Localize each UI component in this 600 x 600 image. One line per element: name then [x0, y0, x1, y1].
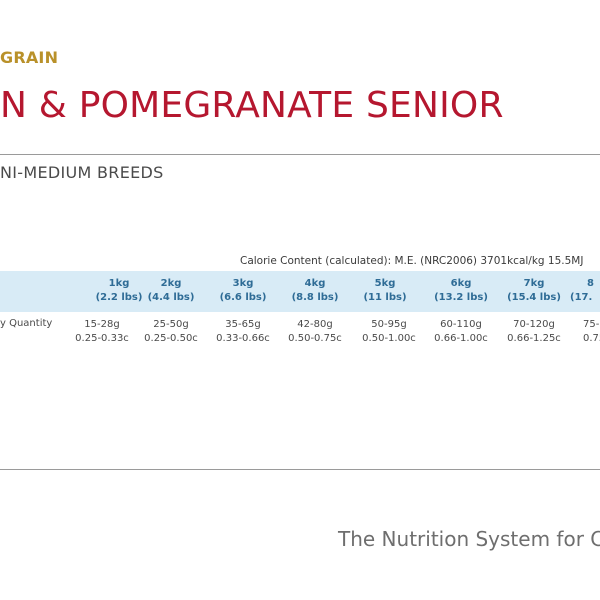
- quantity-cell: 50-95g 0.50-1.00c: [354, 318, 424, 346]
- quantity-cups: 0.33-0.66c: [216, 333, 270, 344]
- product-title: N & POMEGRANATE SENIOR: [0, 85, 504, 126]
- column-lbs: (11 lbs): [363, 292, 407, 303]
- column-weight: 3kg: [232, 278, 254, 289]
- column-weight: 8: [587, 278, 594, 289]
- column-weight: 2kg: [160, 278, 182, 289]
- quantity-grams: 75-: [583, 319, 600, 330]
- column-lbs: (6.6 lbs): [219, 292, 267, 303]
- quantity-cell: 42-80g 0.50-0.75c: [280, 318, 350, 346]
- column-weight: 1kg: [108, 278, 130, 289]
- column-header: 6kg (13.2 lbs): [426, 277, 496, 305]
- quantity-grams: 15-28g: [84, 319, 120, 330]
- quantity-cell: 70-120g 0.66-1.25c: [499, 318, 569, 346]
- column-header: 7kg (15.4 lbs): [499, 277, 569, 305]
- quantity-cell: 60-110g 0.66-1.00c: [426, 318, 496, 346]
- column-lbs: (8.8 lbs): [291, 292, 339, 303]
- quantity-grams: 42-80g: [297, 319, 333, 330]
- column-header: 5kg (11 lbs): [350, 277, 420, 305]
- quantity-cell: 15-28g 0.25-0.33c: [67, 318, 137, 346]
- quantity-cell: 75- 0.75: [583, 318, 600, 346]
- column-lbs: (13.2 lbs): [434, 292, 488, 303]
- column-lbs: (2.2 lbs): [95, 292, 143, 303]
- column-header: 2kg (4.4 lbs): [136, 277, 206, 305]
- calorie-content: Calorie Content (calculated): M.E. (NRC2…: [240, 255, 584, 267]
- footer-divider: [0, 469, 600, 470]
- column-header: 4kg (8.8 lbs): [280, 277, 350, 305]
- column-lbs: (4.4 lbs): [147, 292, 195, 303]
- column-weight: 4kg: [304, 278, 326, 289]
- quantity-cups: 0.66-1.00c: [434, 333, 488, 344]
- quantity-cups: 0.25-0.50c: [144, 333, 198, 344]
- quantity-cups: 0.75: [583, 333, 600, 344]
- quantity-cups: 0.50-1.00c: [362, 333, 416, 344]
- quantity-grams: 25-50g: [153, 319, 189, 330]
- column-header: 3kg (6.6 lbs): [208, 277, 278, 305]
- column-weight: 6kg: [450, 278, 472, 289]
- quantity-cups: 0.50-0.75c: [288, 333, 342, 344]
- column-header: 1kg (2.2 lbs): [84, 277, 154, 305]
- column-weight: 5kg: [374, 278, 396, 289]
- row-label-quantity: y Quantity: [0, 318, 53, 329]
- quantity-grams: 50-95g: [371, 319, 407, 330]
- title-divider: [0, 154, 600, 155]
- quantity-grams: 35-65g: [225, 319, 261, 330]
- quantity-cups: 0.66-1.25c: [507, 333, 561, 344]
- feeding-table-header: [0, 271, 600, 312]
- grain-label: GRAIN: [0, 48, 59, 67]
- tagline: The Nutrition System for Ca: [338, 527, 600, 551]
- column-weight: 7kg: [523, 278, 545, 289]
- column-lbs: (15.4 lbs): [507, 292, 561, 303]
- breeds-subtitle: NI-MEDIUM BREEDS: [0, 163, 164, 182]
- column-lbs: (17.: [570, 292, 593, 303]
- quantity-cups: 0.25-0.33c: [75, 333, 129, 344]
- quantity-cell: 25-50g 0.25-0.50c: [136, 318, 206, 346]
- quantity-cell: 35-65g 0.33-0.66c: [208, 318, 278, 346]
- quantity-grams: 60-110g: [440, 319, 482, 330]
- column-header: 8 (17.: [570, 277, 600, 305]
- quantity-grams: 70-120g: [513, 319, 555, 330]
